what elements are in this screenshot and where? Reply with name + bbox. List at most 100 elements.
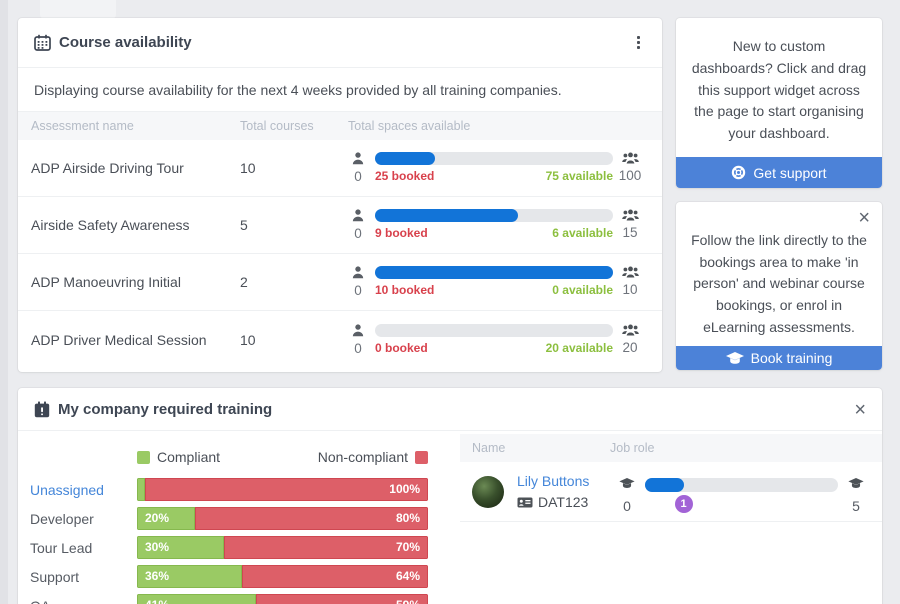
compliance-chart: Compliant Non-compliant Unassigned 100% [18,431,442,604]
stacked-bar: 36% 64% [137,565,428,588]
spaces-min: 0 [354,169,362,184]
course-availability-title-group: Course availability [34,34,192,51]
id-card-icon [517,497,533,507]
page-left-gutter [0,0,8,604]
column-name: Name [472,441,506,455]
course-name: ADP Driver Medical Session [31,331,207,348]
chart-legend: Compliant Non-compliant [137,449,428,465]
drag-placeholder [40,0,116,20]
role-label: Developer [30,510,94,527]
course-table-header: Assessment name Total courses Total spac… [18,112,662,140]
spaces-max: 20 [622,339,638,355]
spaces-min: 0 [354,283,362,298]
required-training-title-group: My company required training [34,401,272,418]
chart-row: Support 36% 64% [30,565,442,588]
course-availability-widget: Course availability Displaying course av… [18,18,662,372]
close-icon[interactable]: × [858,207,870,229]
booked-label: 10 booked [375,283,435,297]
life-ring-icon [732,165,746,180]
booked-label: 0 booked [375,340,428,355]
calendar-icon [34,34,51,51]
people-icon [621,152,639,164]
stacked-bar: 30% 70% [137,536,428,559]
compliant-legend-label: Compliant [157,449,221,465]
spaces-max: 100 [618,168,642,183]
person-icon [352,323,364,336]
course-row: ADP Airside Driving Tour 10 0 25 booked … [18,140,662,197]
stacked-bar: 41% 59% [137,594,428,604]
person-id: DAT123 [538,494,589,510]
course-row: ADP Manoeuvring Initial 2 0 10 booked 0 … [18,254,662,311]
role-label: QA [30,598,137,604]
required-training-widget: My company required training × Compliant… [18,388,882,604]
course-spaces-cell: 0 10 booked 0 available [348,266,662,298]
book-training-text: Follow the link directly to the bookings… [691,232,867,335]
chart-row: Developer 20% 80% [30,507,442,530]
people-icon [621,209,639,221]
person-icon [352,152,364,165]
stacked-bar: 100% [137,478,428,501]
person-icon [352,266,364,279]
support-widget-text: New to custom dashboards? Click and drag… [691,38,867,142]
role-label-link[interactable]: Unassigned [30,481,104,498]
progress-max: 5 [852,497,860,514]
column-total-courses: Total courses [240,119,314,133]
non-compliant-swatch [415,450,428,464]
course-total: 10 [240,160,256,176]
course-spaces-cell: 0 9 booked 6 available [348,209,662,241]
spaces-min: 0 [354,226,362,241]
available-label: 20 available [545,340,613,355]
chart-row: Tour Lead 30% 70% [30,536,442,559]
get-support-button[interactable]: Get support [676,157,882,188]
course-spaces-cell: 0 0 booked 20 available [348,323,662,356]
column-total-spaces: Total spaces available [348,119,471,133]
spaces-min: 0 [354,340,362,356]
person-icon [352,209,364,222]
available-label: 6 available [552,226,613,240]
booking-progressbar [375,152,613,165]
training-progressbar [645,477,838,492]
calendar-exclamation-icon [34,400,50,417]
booking-progressbar [375,323,613,337]
graduation-cap-icon [619,477,635,488]
people-icon [621,266,639,278]
available-label: 75 available [545,169,613,183]
support-widget[interactable]: New to custom dashboards? Click and drag… [676,18,882,188]
column-assessment-name: Assessment name [31,119,134,133]
widget-title: Course availability [59,34,192,51]
column-job-role: Job role [610,441,655,455]
chart-row: Unassigned 100% [30,478,442,501]
course-availability-description: Displaying course availability for the n… [18,68,662,112]
close-icon[interactable]: × [854,399,866,421]
course-spaces-cell: 0 25 booked 75 available [348,152,662,184]
widget-title: My company required training [58,400,273,418]
avatar [472,475,504,508]
booking-progressbar [375,209,613,222]
required-training-header: My company required training × [18,388,882,431]
graduation-cap-icon [848,477,864,488]
compliant-swatch [137,450,150,464]
course-availability-header: Course availability [18,18,662,68]
kebab-menu-icon[interactable] [631,32,646,53]
chart-row: QA 41% 59% [30,594,442,604]
role-label: Tour Lead [30,539,93,556]
book-training-button[interactable]: Book training [676,346,882,370]
course-name: Airside Safety Awareness [31,217,190,233]
people-icon [621,324,639,335]
course-total: 10 [240,331,256,348]
people-table-header: Name Job role [460,434,882,462]
booked-label: 25 booked [375,169,435,183]
course-total: 2 [240,274,248,290]
course-total: 5 [240,217,248,233]
course-name: ADP Airside Driving Tour [31,160,184,176]
spaces-max: 10 [622,282,638,297]
role-label: Support [30,568,80,585]
stacked-bar: 20% 80% [137,507,428,530]
book-training-widget: × Follow the link directly to the bookin… [676,202,882,370]
progress-min: 0 [623,497,631,514]
course-row: Airside Safety Awareness 5 0 9 booked 6 … [18,197,662,254]
person-name-link[interactable]: Lily Buttons [517,473,590,489]
graduation-cap-icon [725,351,744,364]
course-name: ADP Manoeuvring Initial [31,274,181,290]
